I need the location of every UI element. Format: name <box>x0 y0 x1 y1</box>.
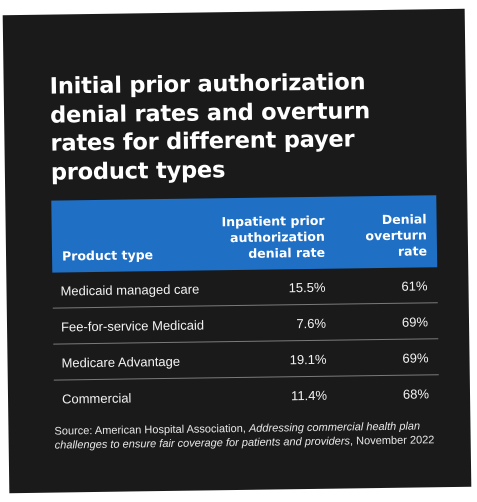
cell-overturn-rate: 68% <box>402 386 430 402</box>
table-row: Medicaid managed care 15.5% 61% <box>52 267 438 309</box>
cell-denial-rate: 19.1% <box>289 351 327 368</box>
header-denial-rate: Inpatient prior authorization denial rat… <box>221 212 326 261</box>
cell-denial-rate: 11.4% <box>291 387 328 404</box>
source-note: Source: American Hospital Association, A… <box>54 419 439 452</box>
table-row: Medicare Advantage 19.1% 69% <box>53 339 439 381</box>
cell-overturn-rate: 69% <box>402 350 429 366</box>
cell-product: Medicare Advantage <box>61 353 181 371</box>
card-content: Initial prior authorization denial rates… <box>49 67 439 452</box>
source-suffix: , November 2022 <box>349 434 435 448</box>
source-prefix: Source: American Hospital Association, <box>54 422 250 438</box>
header-overturn-rate: Denial overturn rate <box>365 211 428 259</box>
cell-product: Fee-for-service Medicaid <box>60 317 205 335</box>
header-product-type: Product type <box>61 247 154 264</box>
table-row: Commercial 11.4% 68% <box>54 375 439 415</box>
data-table: Product type Inpatient prior authorizati… <box>51 195 439 415</box>
cell-overturn-rate: 69% <box>401 314 429 330</box>
table-header: Product type Inpatient prior authorizati… <box>51 195 438 273</box>
cell-overturn-rate: 61% <box>401 278 428 294</box>
cell-product: Medicaid managed care <box>60 281 200 299</box>
infographic-card: Initial prior authorization denial rates… <box>2 8 472 494</box>
cell-denial-rate: 15.5% <box>288 279 326 296</box>
table-row: Fee-for-service Medicaid 7.6% 69% <box>52 303 439 345</box>
cell-product: Commercial <box>61 390 132 407</box>
card-title: Initial prior authorization denial rates… <box>49 69 371 186</box>
cell-denial-rate: 7.6% <box>296 315 327 332</box>
